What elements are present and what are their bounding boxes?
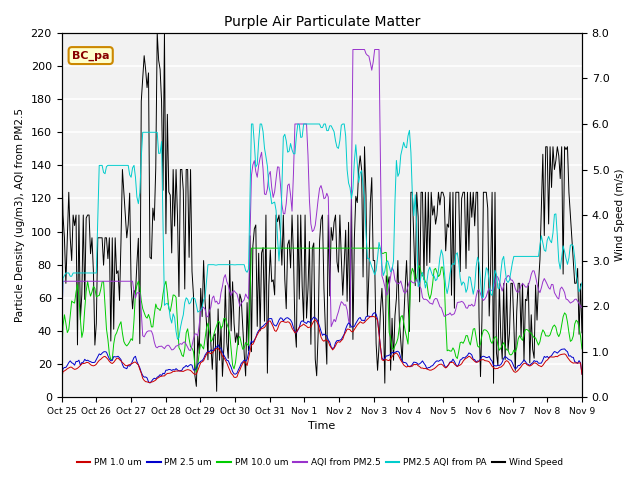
Y-axis label: Particle Density (ug/m3), AQI from PM2.5: Particle Density (ug/m3), AQI from PM2.5	[15, 108, 25, 322]
Y-axis label: Wind Speed (m/s): Wind Speed (m/s)	[615, 169, 625, 261]
Title: Purple Air Particulate Matter: Purple Air Particulate Matter	[223, 15, 420, 29]
Legend: PM 1.0 um, PM 2.5 um, PM 10.0 um, AQI from PM2.5, PM2.5 AQI from PA, Wind Speed: PM 1.0 um, PM 2.5 um, PM 10.0 um, AQI fr…	[73, 455, 567, 471]
X-axis label: Time: Time	[308, 421, 335, 432]
Text: BC_pa: BC_pa	[72, 50, 109, 60]
